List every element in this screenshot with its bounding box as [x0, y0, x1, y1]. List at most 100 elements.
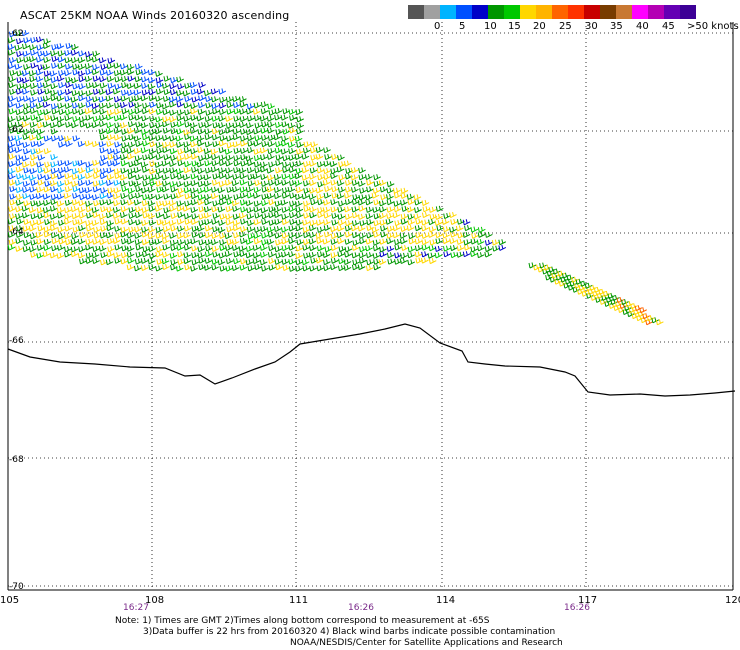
wind-barb [77, 140, 86, 148]
wind-barb [247, 147, 255, 154]
wind-barb [413, 213, 422, 220]
wind-barb [282, 161, 290, 168]
wind-barb [275, 128, 284, 135]
wind-barb [15, 30, 23, 37]
wind-barb [274, 246, 283, 253]
wind-barb [43, 199, 51, 206]
wind-barb [371, 192, 380, 199]
wind-barb [274, 114, 282, 121]
wind-barb [16, 96, 25, 103]
wind-barb [142, 140, 150, 147]
wind-barb [113, 62, 122, 69]
wind-barb [204, 239, 213, 246]
wind-barb [655, 319, 664, 326]
wind-barb [273, 186, 282, 194]
wind-barb [218, 129, 227, 136]
wind-barb [92, 75, 101, 82]
wind-barb [197, 108, 206, 115]
wind-barb [593, 286, 602, 293]
wind-barb [177, 160, 186, 167]
wind-barb [168, 101, 177, 108]
wind-barb [92, 64, 100, 71]
wind-barb [162, 167, 171, 174]
wind-barb [434, 252, 443, 259]
wind-barb [106, 199, 115, 206]
wind-barb [456, 238, 465, 245]
wind-barb [133, 265, 142, 272]
wind-barb [119, 180, 128, 187]
wind-barb [16, 225, 24, 232]
wind-barb [233, 147, 242, 155]
wind-barb [225, 213, 233, 220]
wind-barb [238, 121, 247, 128]
wind-barb [232, 173, 240, 180]
wind-barb [246, 115, 255, 122]
wind-barb [267, 121, 275, 128]
wind-barb [128, 114, 136, 121]
wind-barb [315, 219, 324, 226]
wind-barb [245, 108, 254, 115]
wind-barb [238, 245, 247, 252]
wind-barb [147, 83, 156, 90]
wind-barb [218, 172, 227, 179]
wind-barb [211, 134, 220, 141]
wind-barb [204, 219, 212, 226]
wind-barb [357, 225, 366, 232]
wind-barb [281, 135, 289, 142]
wind-barb [22, 225, 31, 232]
wind-barb [161, 232, 170, 239]
wind-barb [155, 193, 163, 201]
wind-barb [421, 232, 430, 239]
wind-barb [15, 154, 24, 161]
wind-barb [56, 121, 65, 128]
legend-swatch [456, 5, 472, 19]
wind-barb [14, 121, 23, 128]
wind-barb [470, 246, 479, 253]
wind-barb [295, 225, 304, 232]
wind-barb [344, 231, 353, 238]
legend-label: 10 [484, 21, 497, 32]
wind-barb [170, 154, 178, 161]
wind-barb [85, 225, 94, 232]
wind-barb [134, 226, 142, 233]
wind-barb [30, 141, 39, 148]
wind-barb [253, 148, 262, 155]
wind-barb [275, 159, 283, 167]
wind-barb [392, 232, 401, 239]
wind-barb [288, 166, 297, 173]
wind-barb [29, 160, 38, 167]
wind-barb [43, 56, 51, 63]
wind-barb [42, 193, 51, 200]
wind-barb [372, 206, 381, 213]
wind-barb [198, 81, 206, 89]
wind-barb [119, 69, 128, 76]
wind-barb [435, 205, 444, 212]
wind-barb [275, 264, 283, 271]
wind-barb [330, 244, 339, 251]
wind-barb [100, 252, 109, 259]
wind-barb [147, 226, 156, 233]
wind-barb [106, 251, 115, 258]
wind-barb [36, 186, 44, 193]
wind-barb [127, 187, 136, 194]
wind-barb [15, 213, 23, 220]
wind-barb [155, 77, 164, 84]
wind-barb [161, 174, 170, 181]
wind-barb [231, 264, 240, 272]
wind-barb [64, 88, 73, 95]
wind-barb [140, 129, 149, 136]
wind-barb [85, 82, 94, 89]
wind-barb [141, 115, 149, 122]
wind-barb [99, 173, 108, 180]
wind-barb [380, 225, 388, 232]
wind-barb [70, 49, 79, 56]
wind-barb [358, 232, 367, 239]
wind-barb [36, 244, 45, 251]
wind-barb [35, 76, 44, 83]
wind-barb [282, 264, 291, 271]
wind-barb [8, 205, 16, 212]
wind-barb [120, 167, 129, 174]
wind-barb [37, 173, 45, 180]
wind-barb [57, 160, 66, 167]
wind-barb [302, 147, 311, 154]
